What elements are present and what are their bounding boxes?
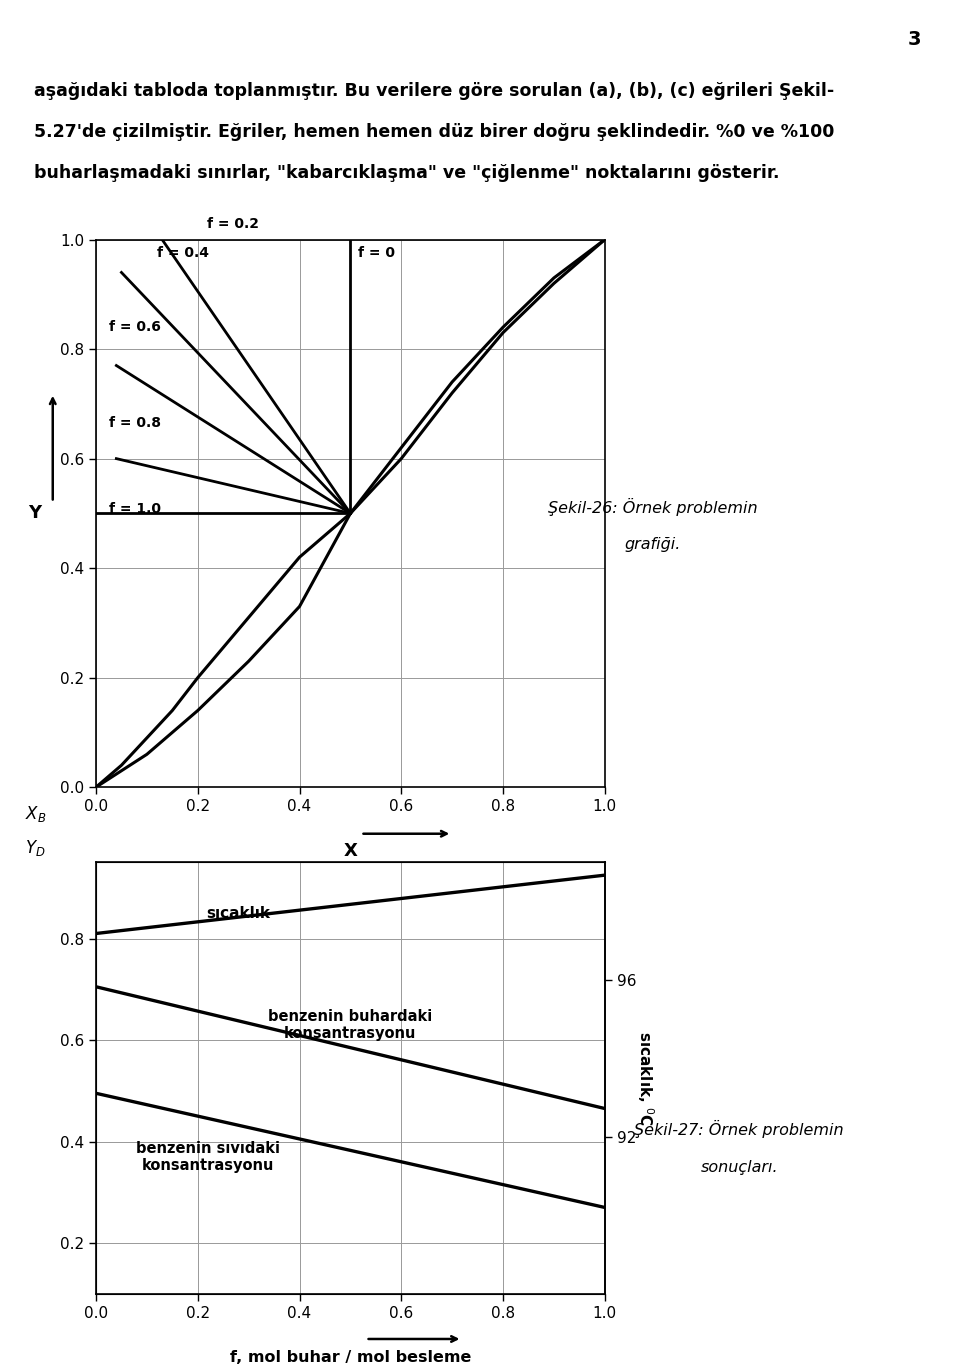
Text: benzenin sıvıdaki
konsantrasyonu: benzenin sıvıdaki konsantrasyonu	[136, 1140, 280, 1173]
Text: Y: Y	[29, 504, 41, 523]
Text: $Y_D$: $Y_D$	[25, 838, 45, 858]
Text: buharlaşmadaki sınırlar, "kabarcıklaşma" ve "çiğlenme" noktalarını gösterir.: buharlaşmadaki sınırlar, "kabarcıklaşma"…	[34, 164, 780, 182]
Text: 3: 3	[908, 30, 922, 49]
Text: f, mol buhar / mol besleme: f, mol buhar / mol besleme	[229, 1350, 471, 1365]
Text: Şekil-27: Örnek problemin: Şekil-27: Örnek problemin	[635, 1120, 844, 1139]
Text: sonuçları.: sonuçları.	[701, 1161, 778, 1175]
Text: $X_B$: $X_B$	[25, 804, 46, 824]
Text: aşağıdaki tabloda toplanmıştır. Bu verilere göre sorulan (a), (b), (c) eğrileri : aşağıdaki tabloda toplanmıştır. Bu veril…	[34, 82, 834, 100]
Text: f = 0.4: f = 0.4	[157, 246, 209, 260]
Text: sıcaklık: sıcaklık	[206, 906, 271, 921]
Text: f = 0.6: f = 0.6	[108, 320, 160, 334]
Text: f = 0: f = 0	[358, 246, 395, 260]
Text: Şekil-26: Örnek problemin: Şekil-26: Örnek problemin	[548, 497, 757, 516]
Text: f = 0.8: f = 0.8	[108, 416, 160, 430]
Text: grafiği.: grafiği.	[625, 538, 681, 552]
Text: f = 0.2: f = 0.2	[207, 218, 259, 231]
Y-axis label: sıcaklık, $^0$C: sıcaklık, $^0$C	[635, 1031, 656, 1125]
Text: benzenin buhardaki
konsantrasyonu: benzenin buhardaki konsantrasyonu	[268, 1009, 433, 1040]
Text: f = 1.0: f = 1.0	[108, 502, 160, 516]
Text: X: X	[344, 842, 357, 860]
Text: 5.27'de çizilmiştir. Eğriler, hemen hemen düz birer doğru şeklindedir. %0 ve %10: 5.27'de çizilmiştir. Eğriler, hemen heme…	[34, 123, 834, 141]
